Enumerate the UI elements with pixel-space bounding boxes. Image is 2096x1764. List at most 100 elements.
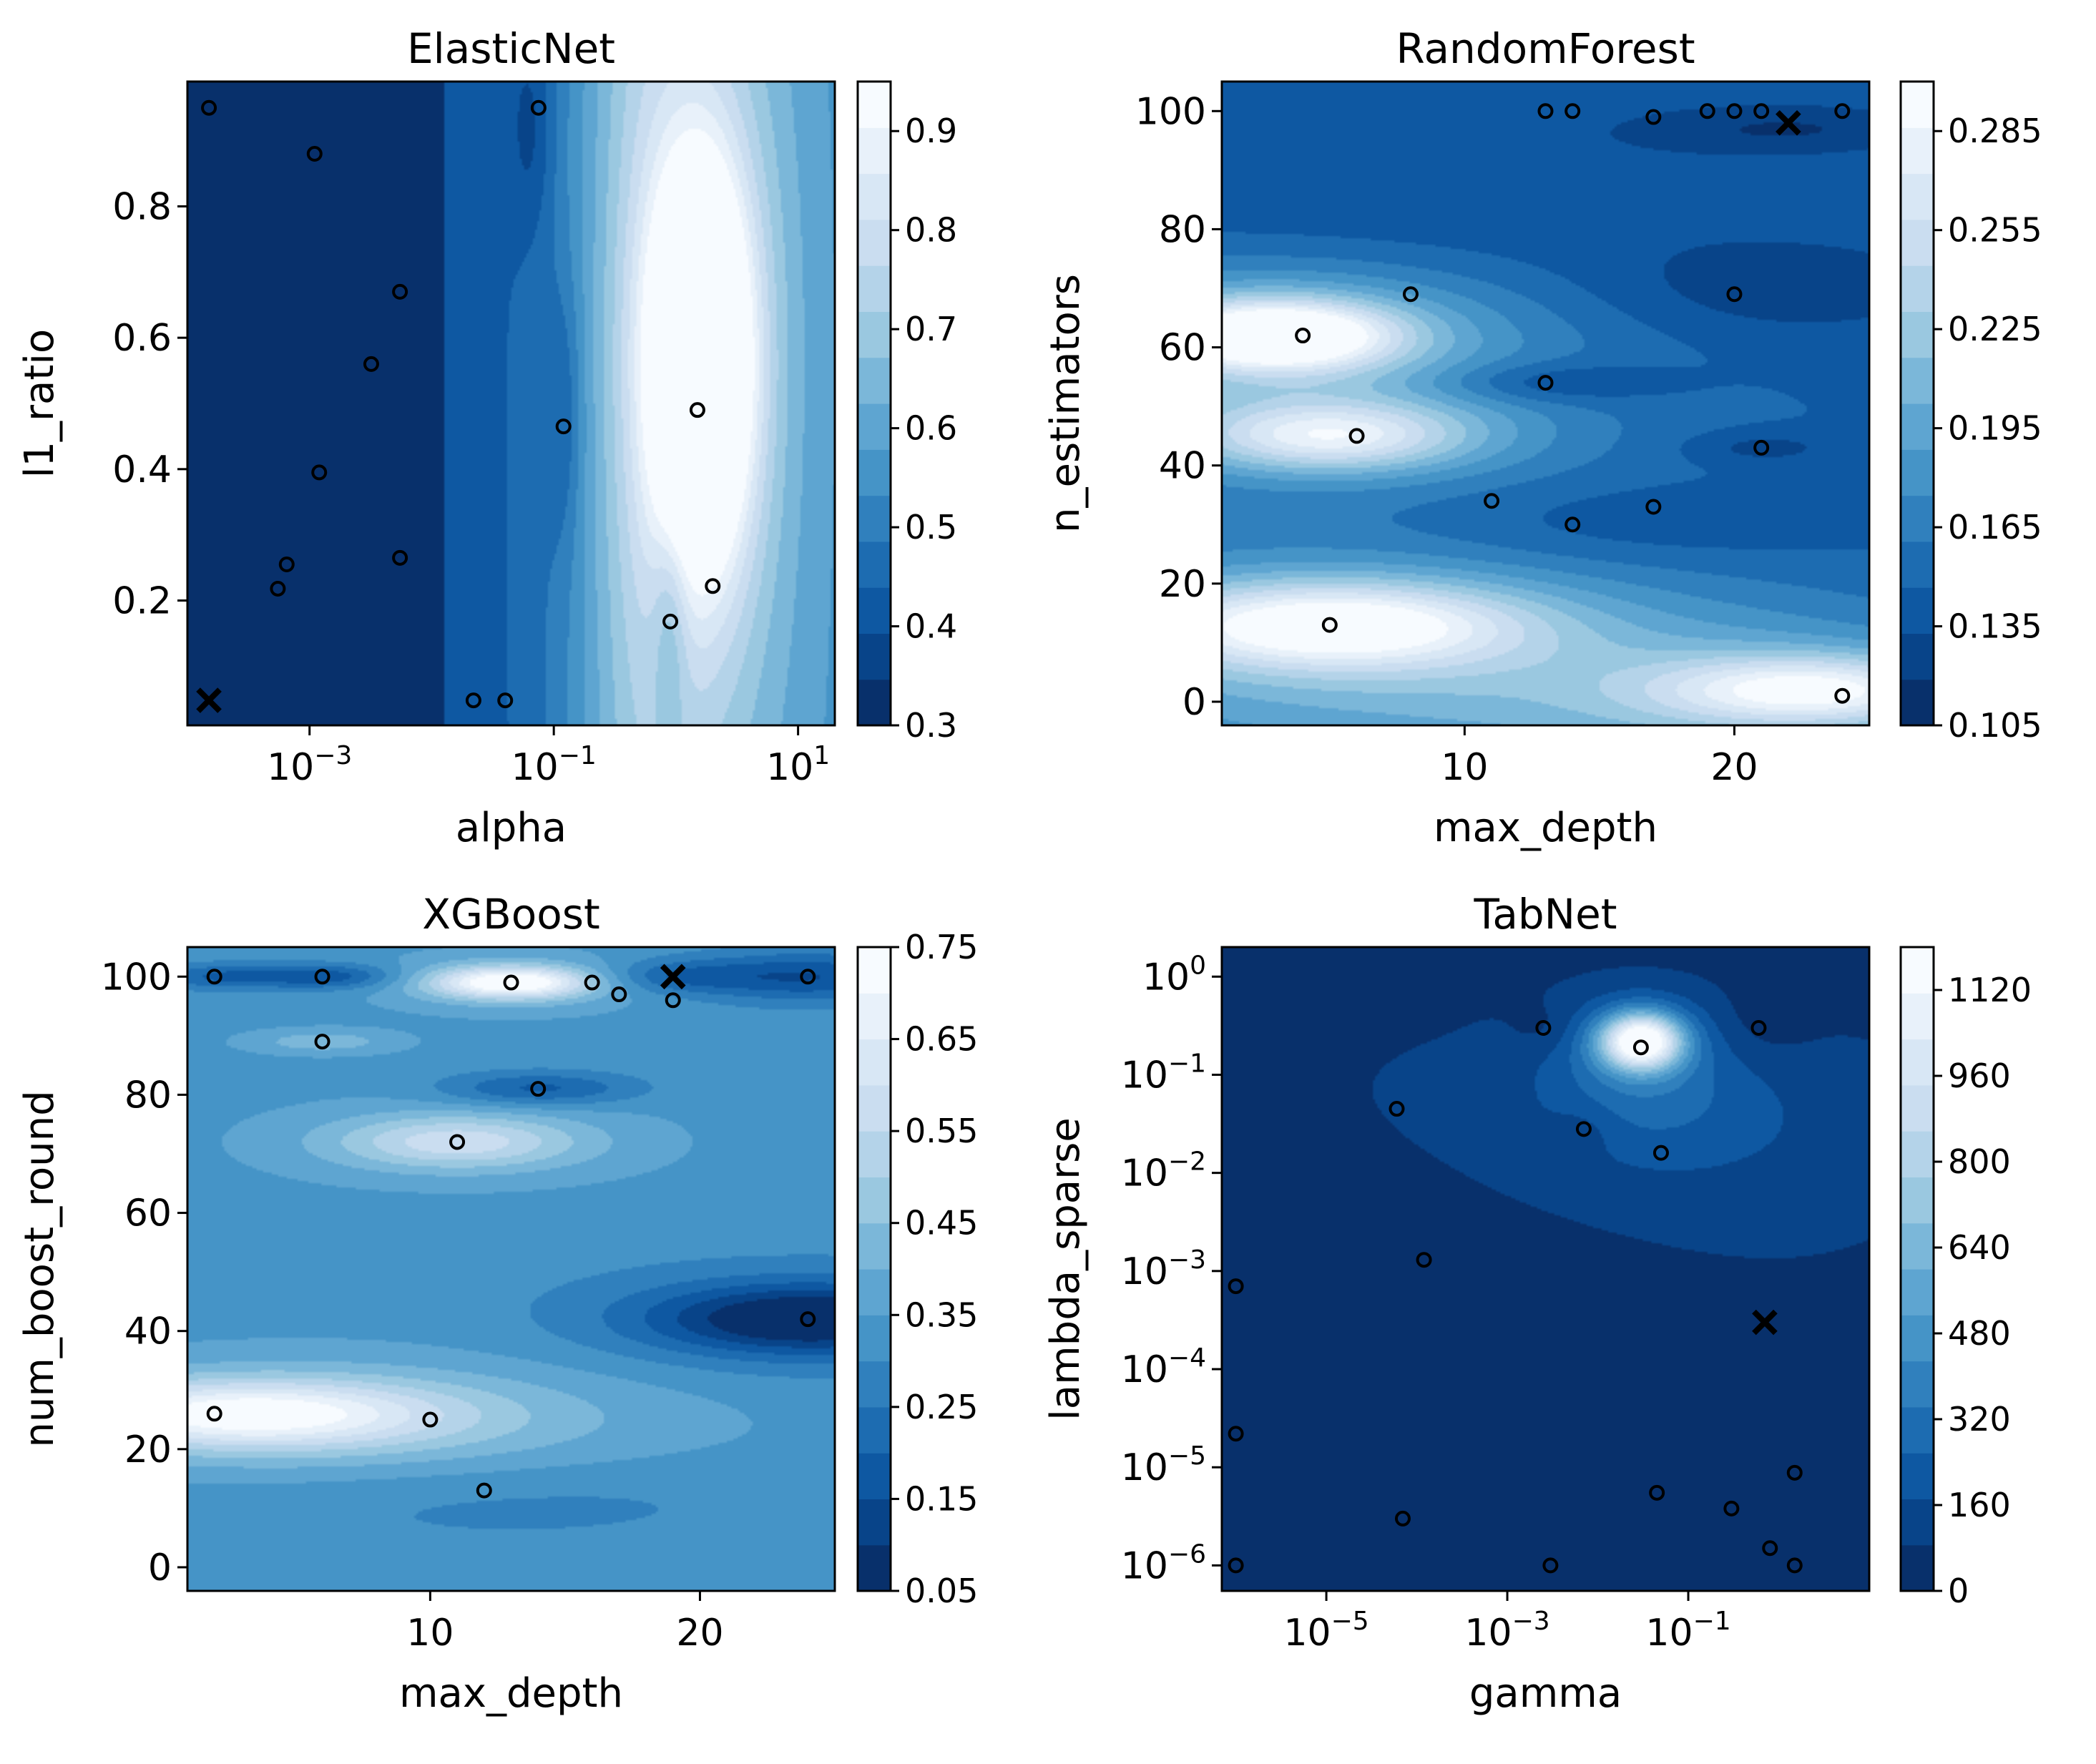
- sample-point: [1228, 1278, 1244, 1295]
- y-tick-label: 0: [148, 1547, 172, 1589]
- sample-point: [206, 1406, 222, 1422]
- colorbar-band: [858, 1131, 891, 1178]
- colorbar-tick-label: 0.35: [905, 1295, 978, 1334]
- sample-point: [530, 1081, 547, 1097]
- contour-field: [1222, 82, 1869, 725]
- colorbar-band: [1901, 1361, 1934, 1408]
- sample-point: [1834, 687, 1851, 704]
- x-tick-label: 10−1: [511, 741, 597, 789]
- y-tick-label: 20: [124, 1429, 172, 1471]
- colorbar-band: [858, 1269, 891, 1315]
- colorbar-band: [1901, 403, 1934, 450]
- sample-point: [1645, 109, 1662, 125]
- colorbar-band: [1901, 265, 1934, 313]
- contour-field: [187, 947, 835, 1591]
- y-tick-label: 40: [1159, 445, 1206, 488]
- colorbar-band: [858, 1084, 891, 1132]
- sample-point: [1537, 103, 1554, 119]
- colorbar-tick-label: 0.255: [1948, 211, 2042, 250]
- y-tick-label: 10−2: [1121, 1147, 1206, 1195]
- colorbar-band: [858, 1222, 891, 1270]
- y-tick-label: 100: [1135, 90, 1206, 133]
- colorbar-tick-label: 0: [1948, 1572, 1969, 1610]
- sample-point: [465, 692, 481, 709]
- sample-point: [1484, 493, 1500, 509]
- y-tick-label: 10−1: [1121, 1049, 1206, 1097]
- colorbar-tick-label: 0.75: [905, 928, 978, 966]
- y-axis-label: num_boost_round: [16, 1090, 63, 1447]
- sample-point: [449, 1134, 466, 1150]
- sample-point: [314, 969, 330, 985]
- colorbar-frame: [1899, 80, 1935, 727]
- tabnet-panel: TabNet gamma lambda_sparse 10−5 10−3 10−1 10−6…: [1042, 890, 2032, 1717]
- y-tick-label: 40: [124, 1310, 172, 1353]
- colorbar-band: [858, 947, 891, 994]
- sample-point: [800, 969, 816, 985]
- elasticnet-panel: ElasticNet alpha l1_ratio 10−3 10−1 101 0.2 0.4…: [16, 24, 957, 851]
- colorbar-tick-label: 800: [1948, 1142, 2011, 1181]
- panel-title: TabNet: [1474, 890, 1617, 939]
- colorbar-tick-label: 0.25: [905, 1388, 978, 1426]
- colorbar-tick-label: 160: [1948, 1486, 2011, 1524]
- colorbar-band: [1901, 1269, 1934, 1315]
- colorbar-band: [1901, 219, 1934, 266]
- x-tick-label: 20: [1710, 746, 1758, 789]
- colorbar-band: [858, 403, 891, 450]
- colorbar-band: [1901, 1406, 1934, 1454]
- sample-point: [1228, 1557, 1244, 1574]
- sample-point: [1834, 103, 1851, 119]
- colorbar-band: [1901, 679, 1934, 726]
- sample-point: [1762, 1540, 1778, 1557]
- colorbar-tick-label: 0.3: [905, 706, 957, 745]
- sample-point: [1699, 103, 1715, 119]
- colorbar-band: [858, 82, 891, 128]
- y-tick-label: 0.2: [112, 580, 172, 623]
- sample-point: [201, 99, 217, 116]
- sample-point: [1726, 103, 1743, 119]
- colorbar-band: [1901, 1499, 1934, 1546]
- colorbar-tick-label: 0.225: [1948, 310, 2042, 348]
- plot-frame: [1220, 80, 1871, 727]
- x-axis-label: alpha: [456, 805, 567, 851]
- colorbar-band: [858, 587, 891, 634]
- x-tick-label: 10: [1441, 746, 1488, 789]
- x-tick-label: 10−5: [1283, 1607, 1368, 1655]
- colorbar-band: [858, 173, 891, 220]
- sample-point: [1295, 328, 1311, 344]
- colorbar-band: [1901, 947, 1934, 994]
- colorbar-band: [1901, 82, 1934, 128]
- sample-point: [278, 557, 295, 572]
- colorbar-band: [858, 1453, 891, 1500]
- y-tick-label: 100: [1142, 951, 1206, 999]
- colorbar-band: [858, 1361, 891, 1408]
- x-axis-label: max_depth: [399, 1670, 623, 1717]
- sample-point: [363, 356, 379, 372]
- sample-point: [1535, 1020, 1552, 1037]
- sample-point: [503, 974, 519, 991]
- colorbar-band: [1901, 993, 1934, 1040]
- sample-point: [662, 613, 679, 629]
- colorbar-tick-label: 640: [1948, 1228, 2011, 1267]
- colorbar-tick-label: 1120: [1948, 971, 2032, 1009]
- colorbar-band: [1901, 127, 1934, 175]
- plot-frame: [1220, 946, 1871, 1592]
- sample-point: [1786, 1464, 1803, 1481]
- colorbar-band: [1901, 495, 1934, 542]
- colorbar-band: [1901, 587, 1934, 634]
- sample-point: [1575, 1121, 1592, 1137]
- best-point-marker: [1776, 109, 1801, 136]
- colorbar-band: [1901, 1039, 1934, 1086]
- panel-title: XGBoost: [422, 890, 599, 939]
- y-tick-label: 0.8: [112, 185, 172, 228]
- colorbar-tick-label: 0.5: [905, 508, 957, 547]
- x-tick-label: 10−1: [1645, 1607, 1730, 1655]
- xgboost-panel: XGBoost max_depth num_boost_round 10 20 0 20 40…: [16, 890, 978, 1717]
- randomforest-panel: RandomForest max_depth n_estimators 10 20 0 20…: [1042, 24, 2042, 851]
- sample-point: [1632, 1039, 1649, 1056]
- sample-point: [1649, 1484, 1665, 1501]
- sample-point: [1645, 499, 1662, 515]
- x-tick-label: 10−3: [1464, 1607, 1549, 1655]
- colorbar-band: [858, 633, 891, 680]
- y-axis-label: n_estimators: [1042, 274, 1089, 533]
